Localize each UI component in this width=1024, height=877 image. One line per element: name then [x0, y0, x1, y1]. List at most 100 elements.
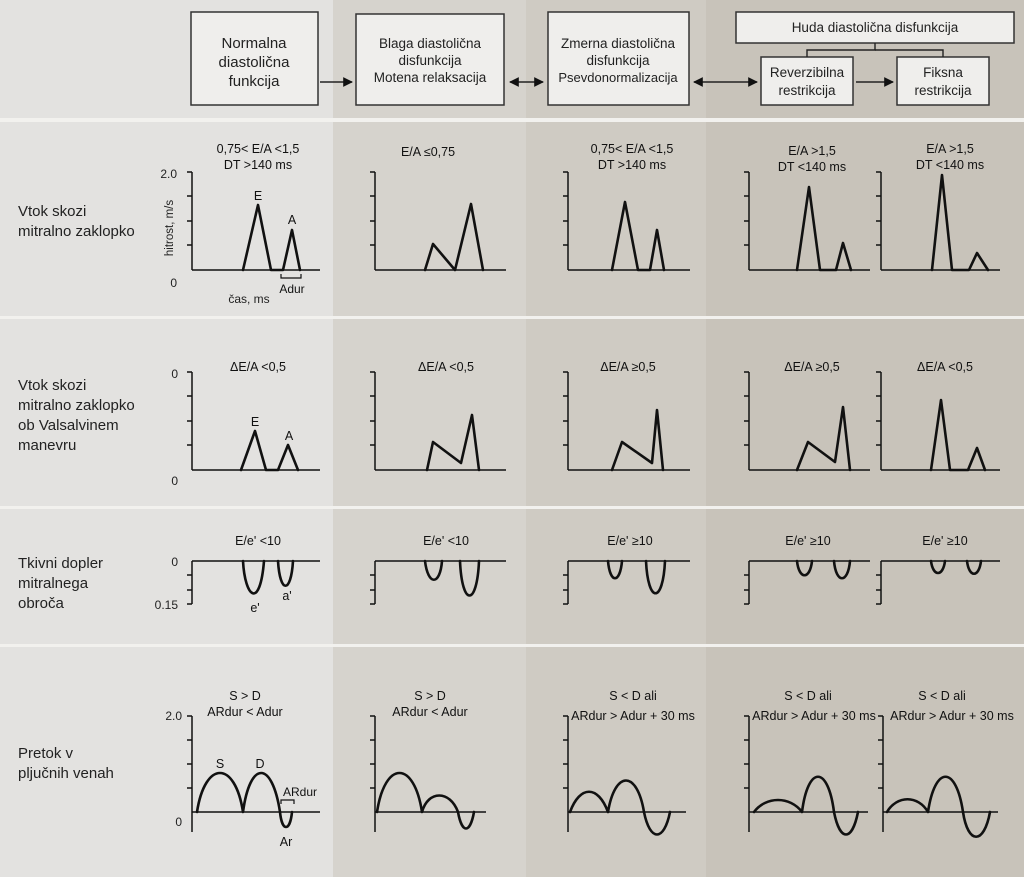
column-normal-bg	[0, 0, 333, 877]
row1-adur-bracket	[280, 274, 302, 279]
row2-axis-bottom: 0	[171, 474, 178, 488]
row2-col3-waveform	[610, 408, 665, 472]
row3-col1-criteria: E/e' <10	[235, 534, 281, 548]
row1-axis-top: 2.0	[160, 167, 177, 181]
row2-axis-top: 0	[171, 367, 178, 381]
row1-col2-criteria-1: E/A ≤0,75	[401, 145, 455, 159]
row4-col4-waveform	[752, 775, 860, 836]
column-moderate-bg	[526, 0, 706, 877]
row4-col1-waveform	[195, 771, 294, 829]
header-connectors	[320, 43, 944, 87]
row-label-line: ob Valsalvinem	[18, 417, 119, 434]
row2-col3-axes	[563, 371, 690, 471]
stage-moderate-line3: Psevdonormalizacija	[558, 70, 678, 85]
row2-peak-a-label: A	[285, 429, 294, 443]
row2-col4-waveform	[795, 405, 852, 472]
row-label-tissue-doppler: Tkivni dopler mitralnega obroča	[18, 555, 103, 612]
row1-y-axis-label: hitrost, m/s	[164, 200, 176, 256]
row1-col4-waveform	[795, 185, 853, 272]
row4-col5-criteria-1: S < D ali	[918, 689, 966, 703]
row1-axis-bottom: 0	[170, 276, 177, 290]
bracket-left	[806, 43, 876, 57]
row1-peak-e-label: E	[254, 189, 262, 203]
stage-mild-line3: Motena relaksacija	[374, 70, 487, 85]
row1-col2-waveform	[423, 202, 485, 272]
stage-normal-line2: diastolična	[219, 54, 291, 71]
stage-mild-box: Blaga diastolična disfunkcija Motena rel…	[355, 13, 505, 106]
stage-normal-box: Normalna diastolična funkcija	[190, 11, 319, 106]
stage-mild-line1: Blaga diastolična	[379, 36, 482, 51]
row2-col4-criteria: ΔE/A ≥0,5	[784, 360, 840, 374]
row4-ardur-label: ARdur	[283, 785, 317, 799]
row3-col4-waveform	[795, 559, 852, 580]
row-label-line: manevru	[18, 437, 76, 454]
row1-col1-axes	[187, 171, 320, 271]
row2-col2-waveform	[425, 413, 481, 472]
row4-col3-axes	[563, 715, 686, 832]
row2-peak-e-label: E	[251, 415, 259, 429]
waveforms	[195, 173, 992, 838]
row1-col1-waveform	[241, 203, 302, 272]
row3-col4-criteria: E/e' ≥10	[785, 534, 830, 548]
row4-col3-waveform	[568, 779, 672, 836]
row2-col1-waveform	[239, 429, 300, 472]
stage-reversible-line2: restrikcija	[778, 83, 835, 98]
row4-col3-criteria-1: S < D ali	[609, 689, 657, 703]
row-label-pulmonary-veins: Pretok v pljučnih venah	[18, 745, 114, 782]
row3-col3-axes	[563, 560, 690, 605]
row3-axis-bottom: 0.15	[155, 598, 179, 612]
stage-severe-box: Huda diastolična disfunkcija	[735, 11, 1015, 44]
row1-col1-criteria-1: 0,75< E/A <1,5	[217, 142, 300, 156]
row-separator	[0, 118, 1024, 122]
row2-col2-axes	[370, 371, 506, 471]
row3-col2-waveform	[423, 559, 481, 597]
row3-col5-waveform	[929, 559, 983, 576]
row4-col5-waveform	[885, 775, 992, 838]
row4-col5-criteria-2: ARdur > Adur + 30 ms	[890, 709, 1014, 723]
duration-brackets	[280, 274, 302, 804]
row1-peak-a-label: A	[288, 213, 297, 227]
row4-col1-criteria-1: S > D	[229, 689, 261, 703]
stage-moderate-box: Zmerna diastolična disfunkcija Psevdonor…	[547, 11, 690, 106]
row1-x-axis-label: čas, ms	[228, 292, 269, 306]
row-label-line: Vtok skozi	[18, 203, 86, 220]
row4-ar-label: Ar	[280, 835, 293, 849]
row1-col4-criteria-2: DT <140 ms	[778, 160, 846, 174]
stage-severe-label: Huda diastolična disfunkcija	[792, 20, 959, 35]
row4-col1-criteria-2: ARdur < Adur	[207, 705, 282, 719]
row3-col2-axes	[370, 560, 506, 605]
row4-axis-bottom: 0	[175, 815, 182, 829]
row4-col4-criteria-1: S < D ali	[784, 689, 832, 703]
row1-adur-label: Adur	[279, 282, 304, 296]
bracket-right	[875, 49, 944, 57]
stage-mild-line2: disfunkcija	[398, 53, 462, 68]
row3-peak-a-prime-label: a'	[282, 589, 291, 603]
row-separator	[0, 506, 1024, 509]
row2-col1-criteria: ΔE/A <0,5	[230, 360, 286, 374]
stage-moderate-line1: Zmerna diastolična	[561, 36, 676, 51]
row4-col3-criteria-2: ARdur > Adur + 30 ms	[571, 709, 695, 723]
row4-peak-d-label: D	[255, 757, 264, 771]
stage-reversible-box: Reverzibilna restrikcija	[760, 56, 854, 106]
row-label-line: mitralno zaklopko	[18, 397, 135, 414]
row-separator	[0, 316, 1024, 319]
stage-fixed-line1: Fiksna	[923, 65, 963, 80]
column-severe-bg	[706, 0, 1024, 877]
stage-reversible-line1: Reverzibilna	[770, 65, 845, 80]
row4-axis-top: 2.0	[165, 709, 182, 723]
row1-col1-criteria-2: DT >140 ms	[224, 158, 292, 172]
row2-col3-criteria: ΔE/A ≥0,5	[600, 360, 656, 374]
row3-col2-criteria: E/e' <10	[423, 534, 469, 548]
stage-fixed-line2: restrikcija	[914, 83, 971, 98]
row2-col5-criteria: ΔE/A <0,5	[917, 360, 973, 374]
row-label-line: Vtok skozi	[18, 377, 86, 394]
row1-col5-criteria-1: E/A >1,5	[926, 142, 974, 156]
row-label-line: Pretok v	[18, 745, 74, 762]
row4-col5-axes	[878, 715, 998, 832]
row4-col2-axes	[370, 715, 486, 832]
row2-col5-axes	[876, 371, 1000, 471]
row3-axis-top: 0	[171, 555, 178, 569]
row1-col5-axes	[876, 171, 1000, 271]
